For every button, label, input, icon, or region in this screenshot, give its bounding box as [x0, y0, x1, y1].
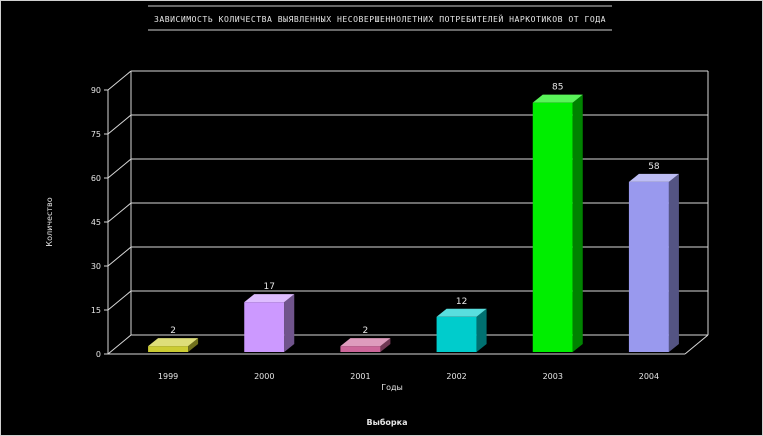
gridline-diagonal [107, 334, 132, 355]
y-tick-label: 60 [91, 174, 101, 183]
gridline-diagonal [107, 158, 132, 179]
bar-value-label: 2 [170, 326, 176, 336]
x-tick-label: 1999 [158, 372, 178, 381]
bar-side [572, 94, 583, 353]
gridline-diagonal [107, 114, 132, 135]
bar-value-label: 58 [648, 162, 660, 172]
bar-front [244, 302, 285, 352]
bar-value-label: 85 [552, 83, 563, 93]
bar-front [628, 181, 669, 352]
bar-top [244, 294, 295, 303]
bar-top [340, 338, 391, 347]
bar-value-label: 12 [456, 297, 467, 307]
bar-side [668, 173, 679, 352]
bar-top [532, 94, 583, 103]
bar-value-label: 2 [363, 326, 369, 336]
bar-top [436, 308, 487, 317]
x-tick-label: 2000 [254, 372, 274, 381]
bar-front [436, 316, 477, 352]
y-tick-label: 45 [91, 218, 101, 227]
y-tick-label: 15 [91, 306, 101, 315]
bar-side [476, 308, 487, 352]
floor-right-edge [684, 334, 709, 355]
bar-front [532, 102, 573, 353]
gridlines [107, 70, 708, 355]
bar-2002: 12 [436, 297, 487, 352]
bar-1999: 2 [148, 326, 199, 352]
y-tick-label: 0 [96, 350, 101, 359]
bar-2001: 2 [340, 326, 391, 352]
bar-side [284, 294, 295, 352]
y-axis-label: Количество [45, 197, 54, 246]
gridline-diagonal [107, 202, 132, 223]
title-block: ЗАВИСИМОСТЬ КОЛИЧЕСТВА ВЫЯВЛЕННЫХ НЕСОВЕ… [148, 5, 612, 31]
x-tick-labels: 1999 2000 2001 2002 2003 2004 [158, 372, 659, 381]
y-tick-label: 30 [91, 262, 101, 271]
bar-2003: 85 [532, 83, 583, 353]
y-tick-label: 90 [91, 86, 101, 95]
bar-front [340, 346, 381, 352]
bar-side [380, 338, 391, 352]
chart-title: ЗАВИСИМОСТЬ КОЛИЧЕСТВА ВЫЯВЛЕННЫХ НЕСОВЕ… [154, 13, 606, 24]
bars: 2 17 2 12 85 58 [148, 83, 679, 353]
gridline-diagonal [107, 246, 132, 267]
bar-side [188, 338, 199, 352]
bar-top [628, 173, 679, 182]
bar-front [148, 346, 189, 352]
y-tick-label: 75 [91, 130, 101, 139]
bar-top [148, 338, 199, 347]
bar-value-label: 17 [264, 282, 275, 292]
x-axis-label: Годы [381, 383, 403, 392]
y-tick-labels: 0 15 30 45 60 75 90 [91, 86, 108, 359]
bar-2000: 17 [244, 282, 295, 352]
x-tick-label: 2004 [639, 372, 659, 381]
x-tick-label: 2001 [350, 372, 370, 381]
x-tick-label: 2002 [446, 372, 466, 381]
gridline-diagonal [107, 290, 132, 311]
chart-footer: Выборка [367, 417, 408, 427]
gridline-diagonal [107, 70, 132, 91]
bar-2004: 58 [628, 162, 679, 352]
x-tick-label: 2003 [543, 372, 563, 381]
